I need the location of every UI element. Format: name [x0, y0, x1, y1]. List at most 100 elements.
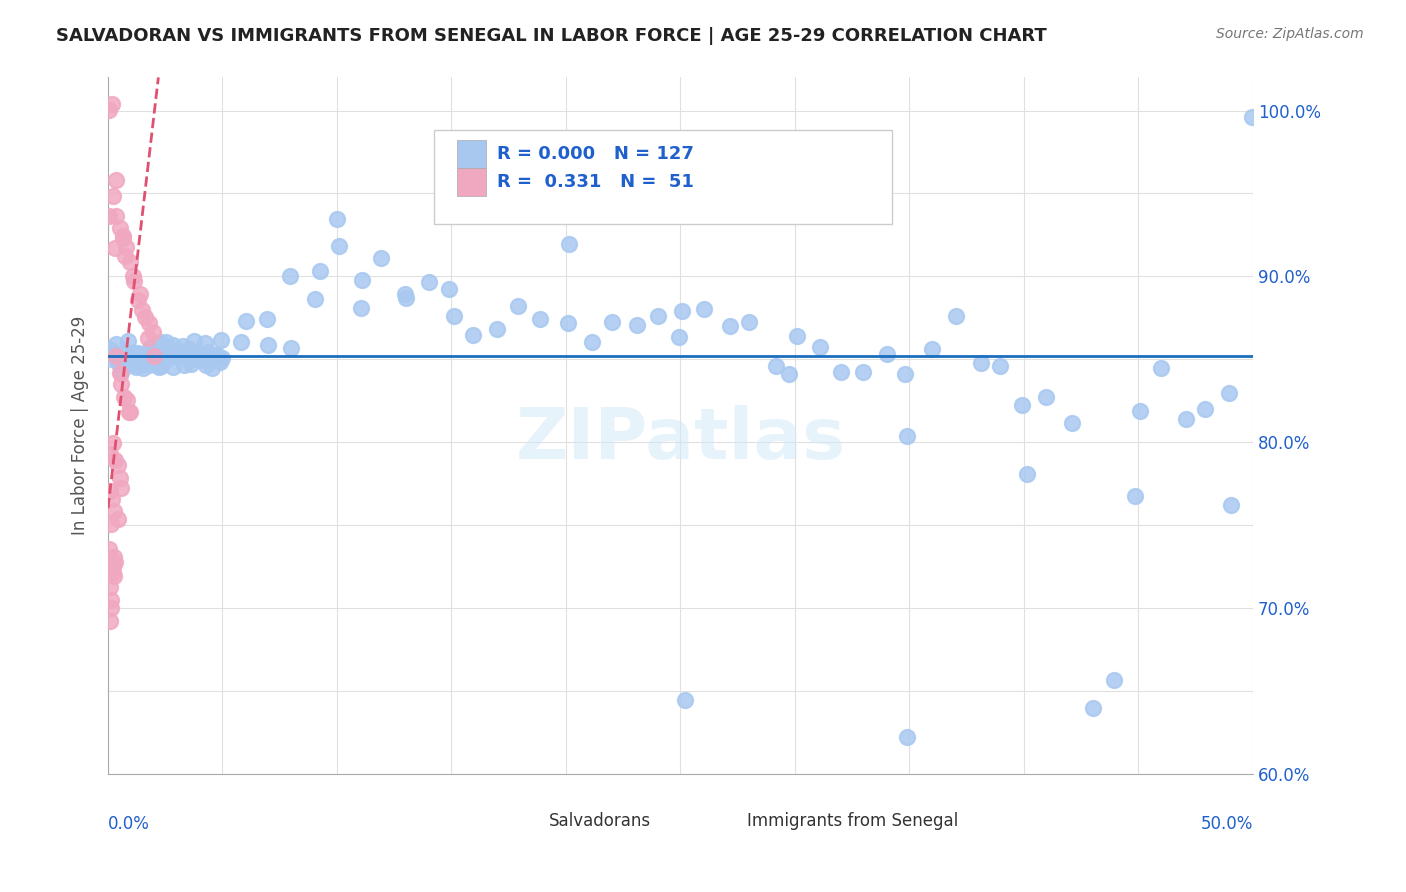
Point	[142, 348, 165, 362]
Point	[235, 314, 257, 328]
Point	[193, 336, 215, 351]
Point	[278, 268, 301, 283]
Point	[142, 349, 165, 363]
Point	[117, 358, 139, 372]
Point	[201, 360, 224, 375]
Point	[98, 209, 121, 223]
Point	[108, 471, 131, 485]
Point	[693, 301, 716, 316]
Point	[179, 357, 201, 371]
Point	[108, 220, 131, 235]
Point	[174, 346, 197, 360]
Point	[195, 358, 218, 372]
Point	[127, 346, 149, 360]
Point	[1150, 361, 1173, 376]
Point	[156, 351, 179, 365]
Point	[197, 345, 219, 359]
Point	[136, 331, 159, 345]
Point	[104, 555, 127, 569]
Point	[118, 405, 141, 419]
Point	[138, 358, 160, 372]
Point	[110, 347, 132, 361]
Point	[146, 347, 169, 361]
Point	[229, 334, 252, 349]
Point	[98, 614, 121, 628]
Point	[328, 239, 350, 253]
Point	[124, 359, 146, 374]
Point	[765, 359, 787, 374]
Point	[110, 481, 132, 495]
Point	[830, 365, 852, 379]
Point	[128, 287, 150, 301]
Point	[127, 293, 149, 307]
Point	[148, 359, 170, 374]
Point	[188, 350, 211, 364]
Point	[117, 355, 139, 369]
Point	[179, 352, 201, 367]
Point	[98, 483, 121, 498]
Point	[172, 339, 194, 353]
Point	[131, 303, 153, 318]
Point	[668, 330, 690, 344]
Point	[1102, 673, 1125, 687]
Point	[181, 345, 204, 359]
Point	[280, 341, 302, 355]
Point	[105, 337, 128, 351]
Point	[104, 240, 127, 254]
Point	[139, 340, 162, 354]
Point	[647, 310, 669, 324]
Point	[156, 342, 179, 356]
Point	[506, 299, 529, 313]
Point	[394, 286, 416, 301]
Point	[118, 254, 141, 268]
Point	[103, 504, 125, 518]
Text: SALVADORAN VS IMMIGRANTS FROM SENEGAL IN LABOR FORCE | AGE 25-29 CORRELATION CHA: SALVADORAN VS IMMIGRANTS FROM SENEGAL IN…	[56, 27, 1047, 45]
Point	[193, 349, 215, 363]
Point	[138, 316, 160, 330]
Point	[188, 353, 211, 368]
Point	[211, 351, 233, 365]
Point	[162, 338, 184, 352]
Point	[896, 429, 918, 443]
Point	[111, 230, 134, 244]
Point	[100, 344, 122, 359]
Point	[437, 282, 460, 296]
Point	[1035, 391, 1057, 405]
Point	[142, 325, 165, 339]
Point	[98, 447, 121, 461]
Point	[197, 351, 219, 366]
Point	[155, 335, 177, 350]
Point	[134, 348, 156, 362]
Point	[778, 367, 800, 381]
Point	[921, 342, 943, 356]
Point	[111, 229, 134, 244]
Point	[105, 349, 128, 363]
Point	[581, 334, 603, 349]
Text: 0.0%: 0.0%	[108, 815, 150, 833]
Point	[626, 318, 648, 333]
Point	[1194, 401, 1216, 416]
Point	[122, 274, 145, 288]
Point	[1015, 467, 1038, 481]
Point	[418, 275, 440, 289]
Point	[98, 342, 121, 356]
Point	[110, 366, 132, 380]
Point	[108, 366, 131, 380]
Point	[114, 249, 136, 263]
Point	[443, 309, 465, 323]
Point	[104, 453, 127, 467]
Point	[349, 301, 371, 315]
Point	[557, 237, 579, 252]
Point	[117, 355, 139, 369]
Point	[121, 357, 143, 371]
Point	[304, 292, 326, 306]
Point	[105, 209, 128, 223]
Point	[166, 347, 188, 361]
Point	[139, 342, 162, 356]
Point	[97, 103, 120, 117]
Point	[117, 334, 139, 348]
Point	[149, 359, 172, 374]
Point	[1123, 489, 1146, 503]
Point	[101, 351, 124, 366]
Point	[718, 318, 741, 333]
